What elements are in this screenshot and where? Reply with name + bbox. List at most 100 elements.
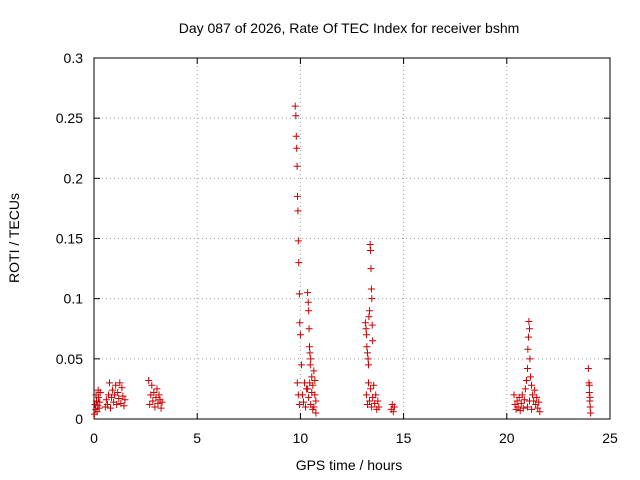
data-point-marker xyxy=(150,389,158,397)
y-tick-label: 0.2 xyxy=(64,170,84,186)
x-tick-label: 10 xyxy=(293,430,309,446)
data-point-marker xyxy=(102,396,110,404)
x-tick-label: 25 xyxy=(602,430,618,446)
data-point-marker xyxy=(292,132,300,140)
data-point-marker xyxy=(293,379,301,387)
data-point-marker xyxy=(585,389,593,397)
data-point-marker xyxy=(366,241,374,249)
data-point-marker xyxy=(305,393,313,401)
data-point-marker xyxy=(308,373,316,381)
data-point-marker xyxy=(362,391,370,399)
x-tick-label: 0 xyxy=(90,430,98,446)
axis-ticks: 0 5 10 15 20 25 0 0.05 0.1 0.15 0.2 0.25 0.3 xyxy=(56,50,618,446)
y-tick-label: 0.1 xyxy=(64,291,84,307)
data-point-marker xyxy=(367,285,375,293)
data-point-marker xyxy=(113,401,121,409)
data-point-marker xyxy=(312,397,320,405)
data-point-marker xyxy=(536,408,544,416)
data-point-marker xyxy=(158,398,166,406)
y-axis-label: ROTI / TECUs xyxy=(6,193,22,283)
data-point-marker xyxy=(292,112,300,120)
data-point-marker xyxy=(525,318,533,326)
data-point-marker xyxy=(510,391,518,399)
data-point-marker xyxy=(107,404,115,412)
data-point-marker xyxy=(120,402,128,410)
data-point-marker xyxy=(390,403,398,411)
data-point-marker xyxy=(519,404,527,412)
data-point-marker xyxy=(527,373,535,381)
data-point-marker xyxy=(121,396,129,404)
data-point-marker xyxy=(584,364,592,372)
data-point-marker xyxy=(155,391,163,399)
data-point-marker xyxy=(520,396,528,404)
data-point-marker xyxy=(291,102,299,110)
data-point-marker xyxy=(368,321,376,329)
data-point-marker xyxy=(366,307,374,315)
data-point-marker xyxy=(116,379,124,387)
data-point-marker xyxy=(114,389,122,397)
data-point-marker xyxy=(293,162,301,170)
data-point-marker xyxy=(310,403,318,411)
data-point-marker xyxy=(586,393,594,401)
data-point-marker xyxy=(518,391,526,399)
data-point-marker xyxy=(528,381,536,389)
data-point-marker xyxy=(297,361,305,369)
data-point-marker xyxy=(365,361,373,369)
data-point-marker xyxy=(293,144,301,152)
data-point-marker xyxy=(154,399,162,407)
data-point-marker xyxy=(524,345,532,353)
data-point-marker xyxy=(306,379,314,387)
data-point-marker xyxy=(524,333,532,341)
data-point-marker xyxy=(365,313,373,321)
data-point-marker xyxy=(368,403,376,411)
x-tick-label: 15 xyxy=(396,430,412,446)
data-point-marker xyxy=(529,391,537,399)
data-point-marker xyxy=(311,376,319,384)
y-tick-label: 0.15 xyxy=(56,231,83,247)
data-point-marker xyxy=(585,381,593,389)
data-point-marker xyxy=(369,337,377,345)
data-point-marker xyxy=(299,398,307,406)
data-point-marker xyxy=(363,401,371,409)
data-point-marker xyxy=(363,349,371,357)
data-point-marker xyxy=(375,403,383,411)
data-point-marker xyxy=(522,376,530,384)
data-point-marker xyxy=(534,404,542,412)
data-point-marker xyxy=(112,381,120,389)
plot-frame xyxy=(93,57,611,420)
data-point-marker xyxy=(365,379,373,387)
y-tick-label: 0.3 xyxy=(64,50,84,66)
data-point-marker xyxy=(119,392,127,400)
data-point-marker xyxy=(366,397,374,405)
data-point-marker xyxy=(296,319,304,327)
data-point-marker xyxy=(312,409,320,417)
data-point-marker xyxy=(535,398,543,406)
data-point-marker xyxy=(304,289,312,297)
data-point-marker xyxy=(304,298,312,306)
x-tick-label: 5 xyxy=(193,430,201,446)
data-point-marker xyxy=(521,385,529,393)
y-tick-label: 0.05 xyxy=(56,351,83,367)
data-point-marker xyxy=(302,403,310,411)
data-point-marker xyxy=(304,385,312,393)
data-point-marker xyxy=(93,408,101,416)
data-point-marker xyxy=(294,192,302,200)
data-point-marker xyxy=(148,381,156,389)
data-point-marker xyxy=(533,393,541,401)
data-point-marker xyxy=(374,397,382,405)
data-point-marker xyxy=(146,401,154,409)
data-point-marker xyxy=(513,397,521,405)
data-point-marker xyxy=(306,349,314,357)
data-point-marker xyxy=(526,325,534,333)
data-point-marker xyxy=(372,391,380,399)
data-point-marker xyxy=(528,405,536,413)
x-axis-label: GPS time / hours xyxy=(296,457,403,473)
data-point-marker xyxy=(587,409,595,417)
data-point-marker xyxy=(96,398,104,406)
data-point-marker xyxy=(308,389,316,397)
data-point-marker xyxy=(145,376,153,384)
data-point-marker xyxy=(586,403,594,411)
data-point-marker xyxy=(295,290,303,298)
data-point-marker xyxy=(526,397,534,405)
